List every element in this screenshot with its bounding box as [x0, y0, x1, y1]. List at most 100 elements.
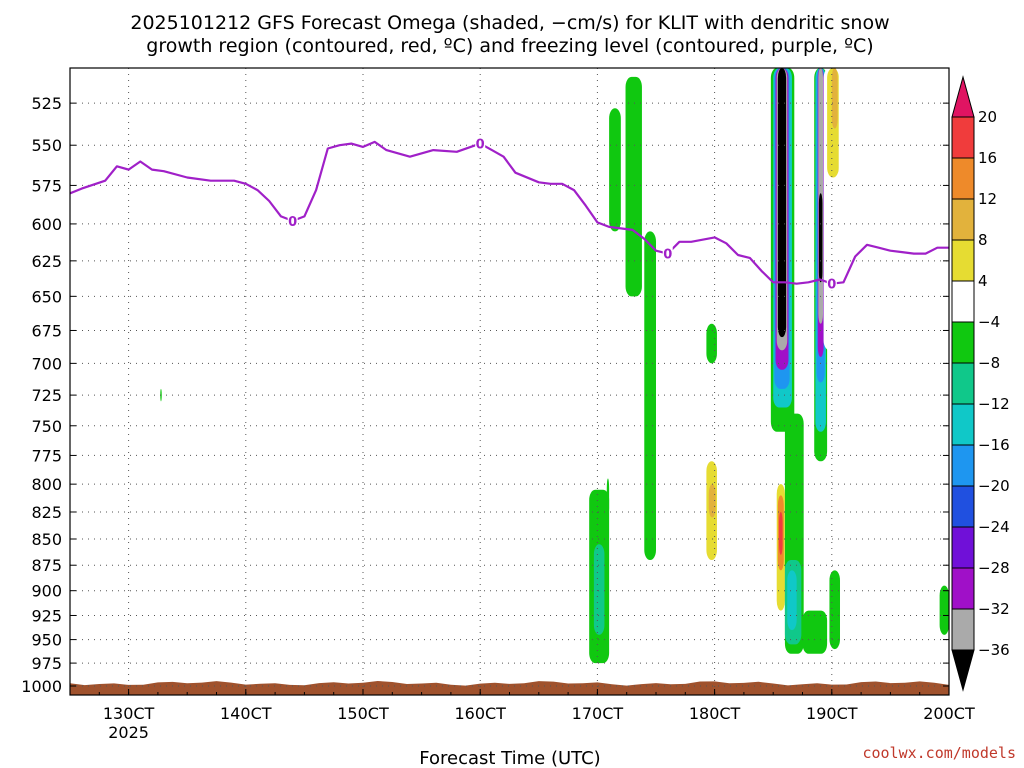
x-tick-label: 130CT [103, 704, 155, 723]
colorbar-top-triangle [951, 75, 975, 118]
omega-region [593, 544, 605, 635]
omega-shading-layer [112, 68, 949, 664]
colorbar-segment [951, 567, 975, 610]
y-tick-label: 875 [31, 556, 62, 575]
y-tick-label: 800 [31, 475, 62, 494]
y-tick-label: 850 [31, 530, 62, 549]
omega-region [818, 193, 823, 283]
credit-text: coolwx.com/models [862, 744, 1016, 762]
omega-region [852, 68, 867, 269]
y-tick-label: 550 [31, 136, 62, 155]
omega-region [706, 323, 717, 364]
freezing-level-layer: 0 0 0 0 [70, 136, 949, 293]
freezing-level-label: 0 [288, 215, 297, 230]
omega-region [726, 484, 739, 550]
x-tick-label: 160CT [454, 704, 506, 723]
omega-region [599, 356, 604, 414]
omega-region [838, 68, 846, 269]
colorbar-segment [951, 239, 975, 282]
colorbar-segment [951, 280, 975, 323]
omega-region [609, 108, 621, 232]
colorbar-tick-label: 12 [978, 190, 997, 208]
omega-region [625, 76, 642, 297]
colorbar: 20 16 12 8 4 −4 −8 −12 −16 −20 −24 −28 −32 −36 [951, 75, 1010, 692]
omega-region [644, 231, 656, 561]
freezing-level-label: 0 [827, 278, 836, 293]
colorbar-tick-label: −16 [978, 436, 1010, 454]
x-tick-label: 180CT [689, 704, 741, 723]
colorbar-tick-label: −12 [978, 395, 1010, 413]
colorbar-segment [951, 403, 975, 446]
y-tick-label: 525 [31, 94, 62, 113]
x-tick-label: 140CT [220, 704, 272, 723]
y-tick-label: 625 [31, 252, 62, 271]
colorbar-bottom-triangle [951, 649, 975, 692]
freezing-label-bg [475, 136, 486, 151]
x-tick-sublabel: 2025 [108, 723, 149, 742]
colorbar-tick-label: −8 [978, 354, 1000, 372]
colorbar-tick-label: −28 [978, 559, 1010, 577]
colorbar-tick-label: 20 [978, 108, 997, 126]
x-tick-label: 190CT [806, 704, 858, 723]
freezing-level-label: 0 [663, 248, 672, 263]
freezing-level-label: 0 [476, 138, 485, 153]
terrain-band [70, 681, 949, 695]
y-axis: 525 550 575 600 625 650 675 700 725 750 775 800 825 8… [21, 94, 949, 696]
chart-title-line2: growth region (contoured, red, ºC) and f… [146, 35, 873, 57]
colorbar-segment [951, 116, 975, 159]
omega-region [802, 610, 828, 654]
colorbar-segment [951, 608, 975, 651]
y-tick-label: 775 [31, 446, 62, 465]
y-tick-label: 750 [31, 417, 62, 436]
colorbar-segment [951, 321, 975, 364]
omega-region [284, 161, 291, 209]
colorbar-tick-label: −36 [978, 641, 1010, 659]
colorbar-segment [951, 157, 975, 200]
freezing-label-bg [662, 246, 673, 261]
y-tick-label: 825 [31, 503, 62, 522]
y-tick-label: 925 [31, 606, 62, 625]
colorbar-tick-label: 4 [978, 272, 988, 290]
grid-lines [70, 68, 950, 695]
omega-region [706, 68, 721, 162]
colorbar-tick-label: −24 [978, 518, 1010, 536]
x-tick-label: 150CT [337, 704, 389, 723]
x-axis-label: Forecast Time (UTC) [419, 748, 600, 768]
omega-region [899, 544, 910, 606]
y-tick-label: 600 [31, 215, 62, 234]
omega-region [747, 620, 756, 640]
omega-region [123, 585, 131, 626]
omega-region [939, 489, 949, 518]
omega-region [583, 457, 586, 473]
omega-region [112, 522, 116, 606]
omega-region [708, 484, 716, 518]
y-tick-label: 675 [31, 321, 62, 340]
colorbar-tick-label: −32 [978, 600, 1010, 618]
omega-region [939, 585, 949, 635]
omega-region [864, 68, 885, 86]
chart-title-line1: 2025101212 GFS Forecast Omega (shaded, −… [130, 12, 889, 34]
y-tick-label: 900 [31, 582, 62, 601]
colorbar-tick-label: 16 [978, 149, 997, 167]
omega-region [777, 68, 787, 338]
x-tick-label: 200CT [923, 704, 975, 723]
colorbar-tick-label: 8 [978, 231, 988, 249]
colorbar-segment [951, 362, 975, 405]
x-tick-label: 170CT [572, 704, 624, 723]
y-tick-label: 725 [31, 386, 62, 405]
omega-region [831, 68, 838, 129]
omega-region [298, 153, 314, 217]
omega-region [606, 478, 610, 518]
y-tick-label: 950 [31, 631, 62, 650]
colorbar-tick-label: −20 [978, 477, 1010, 495]
y-tick-label: 575 [31, 176, 62, 195]
omega-region [112, 419, 116, 518]
omega-region [829, 570, 841, 650]
colorbar-segment [951, 485, 975, 528]
y-tick-label: 975 [31, 654, 62, 673]
omega-region [749, 68, 760, 121]
colorbar-segment [951, 444, 975, 487]
omega-region [787, 570, 797, 631]
